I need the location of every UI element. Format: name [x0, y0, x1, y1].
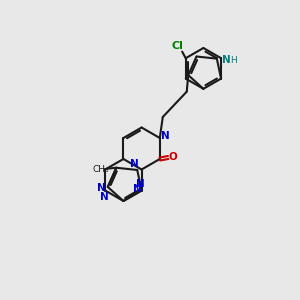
- Text: O: O: [169, 152, 178, 162]
- Text: Cl: Cl: [171, 41, 183, 51]
- Text: N: N: [136, 179, 145, 189]
- Text: H: H: [230, 56, 236, 64]
- Text: N: N: [222, 55, 231, 65]
- Text: N: N: [161, 130, 170, 141]
- Text: N: N: [133, 184, 142, 194]
- Text: CH₃: CH₃: [92, 165, 109, 174]
- Text: N: N: [130, 159, 139, 169]
- Text: N: N: [100, 192, 109, 202]
- Text: N: N: [97, 183, 106, 194]
